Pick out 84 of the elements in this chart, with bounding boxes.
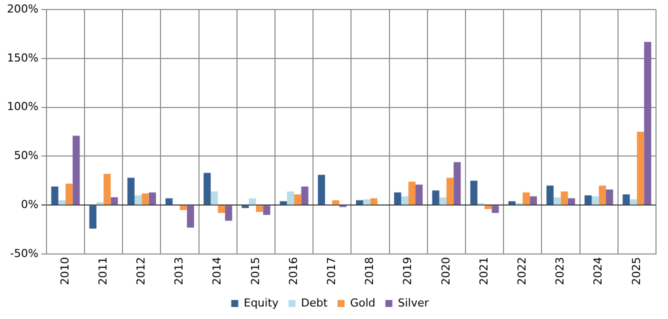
bar (89, 206, 96, 229)
bar (332, 200, 340, 205)
bar (286, 191, 294, 205)
bar (492, 206, 499, 213)
x-tick-label: 2014 (210, 257, 224, 286)
x-tick-label: 2018 (363, 257, 376, 286)
x-tick-label: 2022 (516, 257, 529, 286)
bar (401, 196, 408, 205)
x-tick-label: 2025 (630, 257, 643, 286)
bar (522, 192, 530, 205)
bar (470, 180, 478, 205)
bar (256, 206, 264, 212)
bar (592, 196, 599, 205)
bar (186, 206, 194, 228)
bar (560, 191, 568, 205)
bar (622, 194, 630, 205)
x-tick-label: 2012 (134, 257, 148, 286)
bar (363, 199, 370, 205)
bar (446, 178, 454, 205)
bar (148, 192, 156, 205)
bar (356, 200, 364, 205)
bar (394, 192, 402, 205)
x-tick-label: 2024 (592, 257, 605, 286)
bar (598, 186, 606, 205)
bar (530, 196, 537, 205)
bar (248, 198, 256, 205)
bar (58, 200, 66, 205)
bar (630, 199, 637, 205)
y-tick-label: 150% (6, 51, 38, 64)
x-tick-label: 2017 (325, 257, 338, 286)
legend-label: Debt (301, 296, 328, 310)
x-tick-label: 2019 (401, 257, 414, 286)
y-tick-label: 0% (20, 198, 38, 211)
bar (127, 178, 135, 205)
bar (242, 206, 249, 208)
bar (439, 197, 446, 205)
bar (508, 201, 516, 205)
y-tick-label: 100% (6, 100, 38, 114)
y-tick-label: 200% (6, 2, 38, 16)
x-tick-label: 2010 (58, 257, 72, 286)
bar (546, 186, 554, 205)
bar (225, 206, 232, 221)
bar (584, 195, 592, 205)
bar (180, 206, 187, 210)
bar (554, 197, 561, 205)
bar (96, 202, 104, 205)
bar (134, 195, 142, 205)
bar (65, 184, 73, 205)
bar (110, 197, 118, 205)
bar (644, 42, 652, 205)
bar (280, 201, 287, 205)
legend-label: Equity (244, 296, 280, 310)
bar (104, 174, 111, 205)
bar (484, 206, 492, 210)
x-tick-label: 2011 (96, 257, 110, 286)
x-tick-label: 2016 (286, 257, 300, 286)
bar (72, 136, 80, 205)
x-tick-label: 2021 (477, 257, 490, 286)
bar (432, 190, 440, 205)
bar (166, 198, 173, 205)
bar (210, 191, 218, 205)
bar (416, 184, 423, 205)
legend-label: Gold (350, 296, 376, 310)
x-tick-label: 2023 (554, 257, 567, 286)
x-tick-label: 2020 (439, 257, 452, 286)
bar (263, 206, 270, 215)
bar (636, 132, 644, 205)
bar (454, 162, 461, 205)
bar (142, 193, 149, 205)
legend-label: Silver (398, 296, 430, 310)
bar (218, 206, 226, 213)
x-tick-label: 2015 (248, 257, 262, 286)
x-tick-label: 2013 (172, 257, 186, 286)
bar (408, 182, 416, 205)
bar (51, 186, 58, 205)
bar (294, 194, 302, 205)
bar (318, 174, 326, 205)
bar (606, 189, 614, 205)
bar (301, 186, 308, 205)
y-tick-label: -50% (10, 246, 38, 260)
y-tick-label: 50% (14, 149, 38, 162)
bar (568, 198, 576, 205)
bar (204, 172, 211, 205)
bar (370, 198, 378, 205)
